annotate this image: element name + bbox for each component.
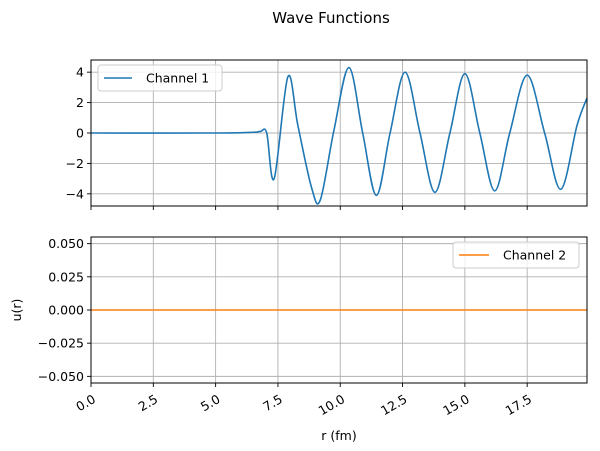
y-tick-label: −4 bbox=[66, 186, 84, 201]
x-tick-label: 15.0 bbox=[440, 391, 472, 418]
legend-channel-2: Channel 2 bbox=[452, 241, 580, 269]
x-tick-label: 5.0 bbox=[198, 391, 223, 414]
x-axis-label: r (fm) bbox=[321, 428, 356, 443]
subplot-channel-1: 4 2 0 −2 −4 Channel 1 bbox=[66, 59, 588, 210]
y-axis-label: u(r) bbox=[9, 299, 24, 322]
x-tick-label: 10.0 bbox=[316, 391, 348, 418]
y-tick-label: 0.000 bbox=[48, 303, 84, 318]
legend-label-channel-2: Channel 2 bbox=[503, 248, 566, 263]
y-tick-label: 2 bbox=[76, 95, 84, 110]
y-tick-label: 4 bbox=[76, 65, 84, 80]
y-tick-label: −2 bbox=[66, 156, 84, 171]
legend-label-channel-1: Channel 1 bbox=[146, 71, 209, 86]
legend-channel-1: Channel 1 bbox=[97, 64, 223, 92]
y-tick-label: 0.025 bbox=[48, 269, 84, 284]
chart-title: Wave Functions bbox=[272, 9, 390, 27]
y-tick-label: −0.050 bbox=[38, 369, 84, 384]
y-tick-label: −0.025 bbox=[38, 336, 84, 351]
y-tick-label: 0.050 bbox=[48, 236, 84, 251]
x-tick-label: 2.5 bbox=[136, 391, 161, 414]
x-tick-label: 17.5 bbox=[503, 391, 535, 418]
x-tick-label: 7.5 bbox=[260, 391, 285, 414]
legend-box bbox=[97, 64, 223, 92]
x-tick-label: 0.0 bbox=[73, 391, 98, 414]
x-tick-label: 12.5 bbox=[378, 391, 410, 418]
y-tick-label: 0 bbox=[76, 126, 84, 141]
legend-box bbox=[452, 241, 580, 269]
series-line-channel-1 bbox=[90, 66, 588, 205]
subplot-channel-2: 0.050 0.025 0.000 −0.025 −0.050 0.0 2.5 5.0 7.5… bbox=[38, 236, 588, 418]
